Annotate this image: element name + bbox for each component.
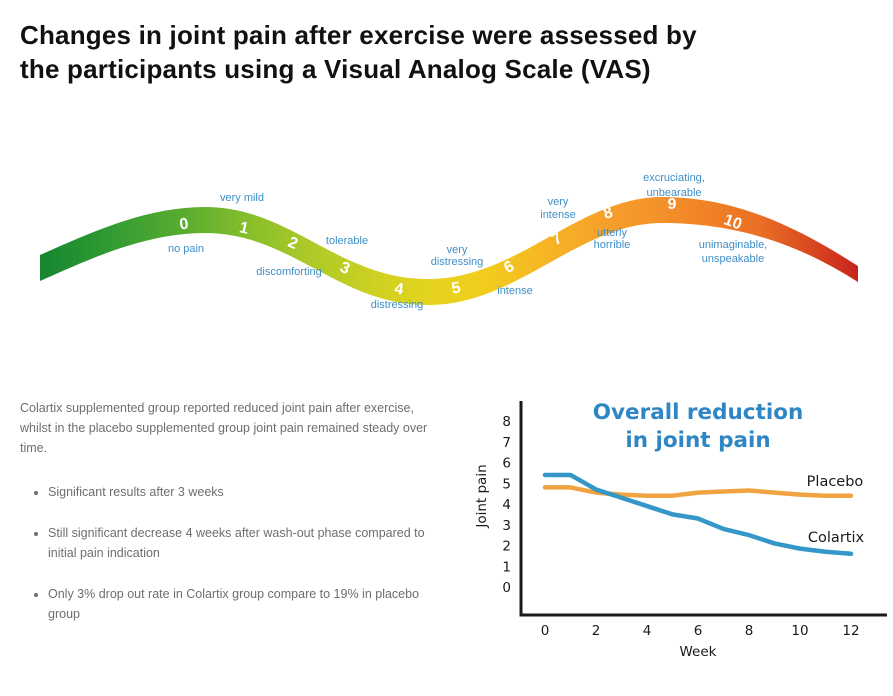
- vas-label-excruciating-1: excruciating,: [643, 172, 705, 184]
- vas-number-5: 5: [450, 279, 462, 297]
- series-lines: [542, 472, 854, 557]
- x-tick-6: 6: [694, 623, 703, 639]
- vas-scale-ribbon: 0 1 2 3 4 5 6 7 8 9 10 no pain very mild…: [40, 172, 858, 311]
- y-tick-7: 7: [502, 435, 511, 451]
- y-tick-8: 8: [502, 414, 511, 430]
- vas-number-0: 0: [178, 215, 189, 233]
- bullet-item-3: Only 3% drop out rate in Colartix group …: [48, 584, 448, 624]
- vas-label-very-distressing-1: very: [447, 244, 468, 256]
- y-tick-2: 2: [502, 539, 511, 555]
- chart-title-line2: in joint pain: [625, 428, 770, 453]
- x-tick-8: 8: [745, 623, 754, 639]
- y-tick-4: 4: [502, 497, 511, 513]
- summary-block: Colartix supplemented group reported red…: [20, 398, 448, 645]
- chart-title-line1: Overall reduction: [593, 400, 804, 425]
- x-tick-2: 2: [592, 623, 601, 639]
- vas-number-4: 4: [393, 280, 405, 298]
- x-tick-12: 12: [842, 623, 859, 639]
- x-axis-label: Week: [680, 644, 717, 660]
- vas-ribbon-band: [40, 197, 858, 305]
- vas-label-very-distressing-2: distressing: [431, 256, 484, 268]
- x-tick-0: 0: [541, 623, 550, 639]
- bullet-item-2: Still significant decrease 4 weeks after…: [48, 523, 448, 563]
- series-label-placebo: Placebo: [807, 474, 864, 490]
- series-line-colartix: [542, 472, 854, 557]
- y-tick-1: 1: [502, 559, 511, 575]
- x-tick-labels: 0 2 4 6 8 10 12: [541, 623, 860, 639]
- vas-label-very-intense-1: very: [548, 196, 569, 208]
- x-tick-10: 10: [791, 623, 808, 639]
- series-label-colartix: Colartix: [808, 530, 865, 546]
- summary-paragraph: Colartix supplemented group reported red…: [20, 401, 428, 455]
- vas-label-discomforting: discomforting: [256, 266, 321, 278]
- y-tick-0: 0: [502, 580, 511, 596]
- vas-label-distressing: distressing: [371, 299, 424, 311]
- vas-label-unimaginable-1: unimaginable,: [699, 239, 768, 251]
- y-tick-labels: 0 1 2 3 4 5 6 7 8: [502, 414, 511, 596]
- vas-number-9: 9: [668, 196, 677, 213]
- joint-pain-chart: Overall reduction in joint pain 01234567…: [474, 400, 887, 660]
- y-tick-5: 5: [502, 476, 511, 492]
- series-line-placebo: [542, 485, 854, 498]
- summary-bullets: Significant results after 3 weeks Still …: [20, 482, 448, 624]
- bullet-item-1: Significant results after 3 weeks: [48, 482, 448, 502]
- vas-label-unimaginable-2: unspeakable: [702, 253, 764, 265]
- vas-label-utterly-horrible-2: horrible: [594, 239, 631, 251]
- page-title: Changes in joint pain after exercise wer…: [20, 18, 880, 86]
- page-title-line2: the participants using a Visual Analog S…: [20, 54, 651, 84]
- x-tick-4: 4: [643, 623, 652, 639]
- vas-label-very-mild: very mild: [220, 192, 264, 204]
- vas-label-very-intense-2: intense: [540, 209, 575, 221]
- vas-label-intense: intense: [497, 285, 532, 297]
- vas-label-tolerable: tolerable: [326, 235, 368, 247]
- vas-label-utterly-horrible-1: utterly: [597, 227, 627, 239]
- y-tick-6: 6: [502, 456, 511, 472]
- y-axis-label: Joint pain: [474, 464, 490, 528]
- vas-number-10: 10: [722, 211, 745, 233]
- page-title-line1: Changes in joint pain after exercise wer…: [20, 20, 697, 50]
- y-tick-3: 3: [502, 518, 511, 534]
- vas-label-no-pain: no pain: [168, 243, 204, 255]
- vas-number-1: 1: [238, 219, 250, 237]
- vas-label-excruciating-2: unbearable: [646, 187, 701, 199]
